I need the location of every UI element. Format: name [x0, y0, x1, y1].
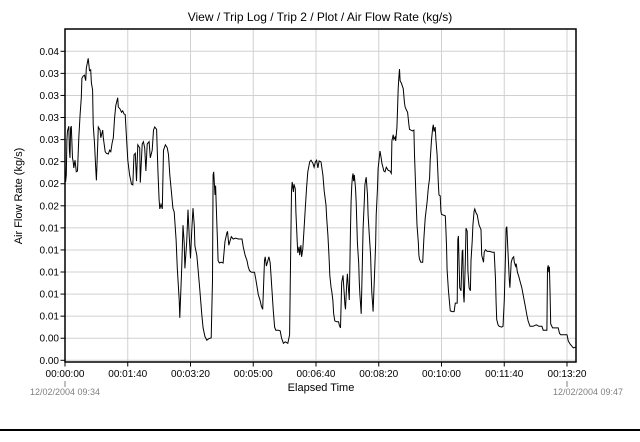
x-tick-label: 00:03:20 [171, 369, 210, 380]
datetime-tick-marks [64, 381, 568, 387]
x-tick-label: 00:11:40 [485, 369, 524, 380]
y-tick-label: 0.01 [40, 312, 60, 323]
x-tick-label: 00:05:00 [234, 369, 273, 380]
y-tick-label: 0.01 [40, 268, 60, 279]
y-tick-label: 0.01 [40, 245, 60, 256]
y-tick-label: 0.02 [40, 157, 60, 168]
y-tick-labels: 0.04 0.03 0.03 0.03 0.03 0.02 0.02 0.02 0.01 0.01… [40, 47, 60, 367]
x-axis-label: Elapsed Time [287, 382, 355, 394]
page-title: View / Trip Log / Trip 2 / Plot / Air Fl… [187, 10, 453, 24]
plot-gridlines [65, 29, 576, 362]
x-tick-label: 00:06:40 [297, 369, 336, 380]
plot-border [64, 28, 577, 363]
y-tick-label: 0.03 [40, 113, 60, 124]
y-tick-label: 0.02 [40, 201, 60, 212]
axis-tick-marks [60, 50, 568, 367]
y-tick-label: 0.03 [40, 69, 60, 80]
y-tick-label: 0.03 [40, 91, 60, 102]
start-datetime-label: 12/02/2004 09:34 [29, 387, 101, 397]
x-tick-label: 00:00:00 [46, 369, 85, 380]
y-tick-label: 0.01 [40, 290, 60, 301]
x-tick-label: 00:10:00 [422, 369, 461, 380]
y-tick-label: 0.01 [40, 223, 60, 234]
y-tick-label: 0.03 [40, 135, 60, 146]
end-datetime-label: 12/02/2004 09:47 [552, 387, 624, 397]
air-flow-rate-line-series [64, 58, 576, 349]
y-tick-label: 0.00 [40, 334, 60, 345]
x-tick-labels: 00:00:00 00:01:40 00:03:20 00:05:00 00:06:40… [46, 369, 587, 380]
footer-divider [0, 429, 640, 431]
x-tick-label: 00:13:20 [548, 369, 587, 380]
y-tick-label: 0.00 [40, 356, 60, 367]
y-tick-label: 0.02 [40, 179, 60, 190]
x-tick-label: 00:01:40 [108, 369, 147, 380]
y-tick-label: 0.04 [40, 47, 60, 58]
x-tick-label: 00:08:20 [359, 369, 398, 380]
